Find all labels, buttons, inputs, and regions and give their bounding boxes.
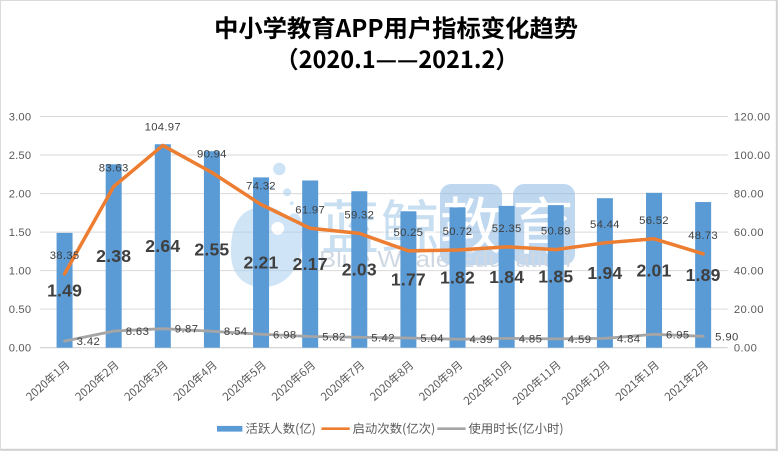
- svg-text:50.72: 50.72: [443, 226, 473, 238]
- svg-text:120.00: 120.00: [734, 112, 771, 124]
- svg-text:2.17: 2.17: [293, 254, 328, 274]
- svg-text:0.50: 0.50: [9, 304, 32, 316]
- svg-text:59.32: 59.32: [344, 209, 374, 221]
- svg-text:1.77: 1.77: [391, 270, 426, 290]
- svg-text:2.03: 2.03: [342, 260, 377, 280]
- svg-text:20.00: 20.00: [734, 304, 764, 316]
- svg-text:2.00: 2.00: [9, 189, 32, 201]
- svg-text:4.59: 4.59: [568, 334, 592, 346]
- svg-text:5.90: 5.90: [715, 331, 739, 343]
- svg-text:1.50: 1.50: [9, 227, 32, 239]
- svg-text:4.85: 4.85: [519, 333, 543, 345]
- svg-text:8.54: 8.54: [224, 326, 248, 338]
- svg-text:2.38: 2.38: [96, 246, 131, 266]
- svg-text:3.42: 3.42: [77, 336, 101, 348]
- svg-text:52.35: 52.35: [492, 223, 522, 235]
- svg-text:2.50: 2.50: [9, 150, 32, 162]
- svg-text:50.89: 50.89: [541, 226, 571, 238]
- svg-text:80.00: 80.00: [734, 189, 764, 201]
- svg-text:6.98: 6.98: [273, 329, 297, 341]
- svg-text:83.63: 83.63: [99, 163, 129, 175]
- svg-text:1.82: 1.82: [440, 268, 475, 288]
- svg-text:1.85: 1.85: [538, 267, 573, 287]
- svg-text:60.00: 60.00: [734, 227, 764, 239]
- svg-text:54.44: 54.44: [590, 219, 620, 231]
- svg-text:0.00: 0.00: [9, 343, 32, 355]
- svg-text:2.55: 2.55: [194, 240, 229, 260]
- svg-text:104.97: 104.97: [145, 122, 181, 134]
- svg-text:9.87: 9.87: [175, 324, 199, 336]
- svg-text:5.04: 5.04: [420, 333, 444, 345]
- svg-text:2.21: 2.21: [243, 253, 278, 273]
- svg-text:4.39: 4.39: [470, 334, 494, 346]
- svg-text:8.63: 8.63: [126, 326, 150, 338]
- svg-text:61.97: 61.97: [295, 204, 325, 216]
- svg-text:3.00: 3.00: [9, 112, 32, 124]
- svg-text:6.95: 6.95: [666, 329, 690, 341]
- svg-text:100.00: 100.00: [734, 150, 771, 162]
- svg-text:5.82: 5.82: [322, 332, 346, 344]
- svg-text:48.73: 48.73: [688, 230, 718, 242]
- svg-text:0.00: 0.00: [734, 343, 757, 355]
- svg-text:40.00: 40.00: [734, 266, 764, 278]
- svg-text:5.42: 5.42: [371, 332, 395, 344]
- svg-text:90.94: 90.94: [197, 149, 227, 161]
- svg-text:1.94: 1.94: [587, 263, 622, 283]
- svg-text:38.35: 38.35: [50, 250, 80, 262]
- svg-text:56.52: 56.52: [639, 215, 669, 227]
- svg-text:1.84: 1.84: [489, 267, 524, 287]
- svg-text:74.32: 74.32: [246, 181, 276, 193]
- svg-text:2.64: 2.64: [145, 236, 180, 256]
- svg-text:1.89: 1.89: [686, 265, 721, 285]
- svg-text:1.49: 1.49: [47, 280, 82, 300]
- svg-text:2.01: 2.01: [636, 260, 671, 280]
- svg-text:1.00: 1.00: [9, 266, 32, 278]
- svg-text:4.84: 4.84: [617, 333, 641, 345]
- svg-text:50.25: 50.25: [394, 227, 424, 239]
